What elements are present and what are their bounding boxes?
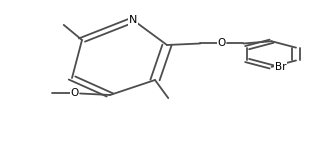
Text: O: O — [70, 88, 78, 98]
Text: O: O — [218, 39, 226, 48]
Text: N: N — [129, 15, 137, 25]
Text: Br: Br — [275, 62, 287, 72]
